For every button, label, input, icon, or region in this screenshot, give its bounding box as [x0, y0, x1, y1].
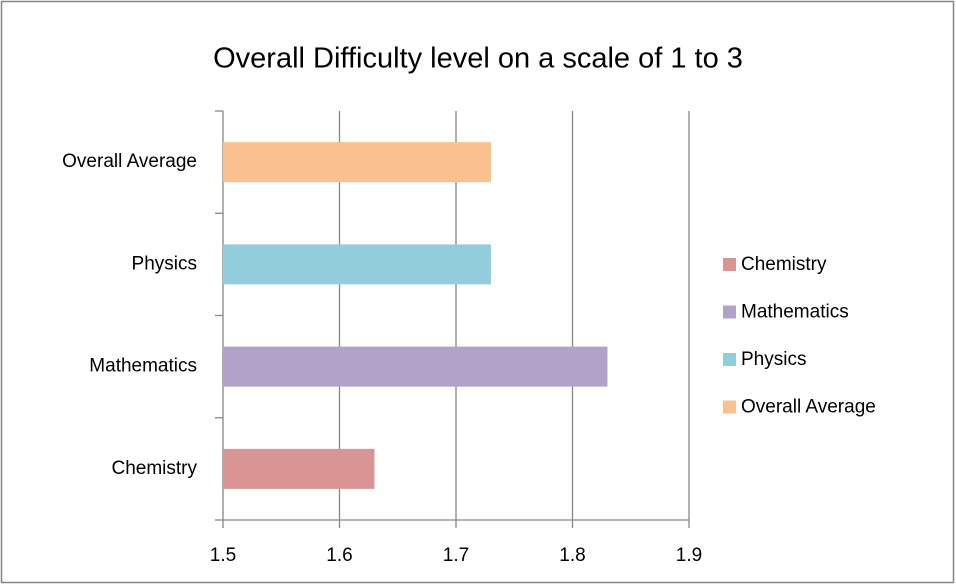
bar: [223, 244, 491, 285]
bar: [223, 346, 608, 387]
y-tick-label: Physics: [132, 253, 197, 274]
legend-label: Mathematics: [741, 302, 849, 323]
x-tick-label: 1.6: [326, 545, 352, 566]
legend-swatch: [723, 353, 736, 366]
y-tick-label: Overall Average: [62, 151, 197, 172]
chart-title: Overall Difficulty level on a scale of 1…: [213, 43, 743, 75]
legend-swatch: [723, 400, 736, 414]
x-tick-label: 1.5: [210, 545, 236, 566]
legend-swatch: [723, 258, 736, 271]
legend-label: Chemistry: [741, 254, 827, 275]
x-tick-label: 1.7: [443, 545, 469, 566]
legend-label: Physics: [741, 349, 806, 370]
x-tick-label: 1.8: [559, 545, 585, 566]
y-tick-label: Mathematics: [89, 356, 197, 377]
legend-label: Overall Average: [741, 397, 876, 418]
x-tick-label: 1.9: [676, 545, 702, 566]
y-tick-label: Chemistry: [111, 458, 197, 479]
bar: [223, 448, 375, 489]
legend-swatch: [723, 305, 736, 319]
bar: [223, 142, 491, 183]
